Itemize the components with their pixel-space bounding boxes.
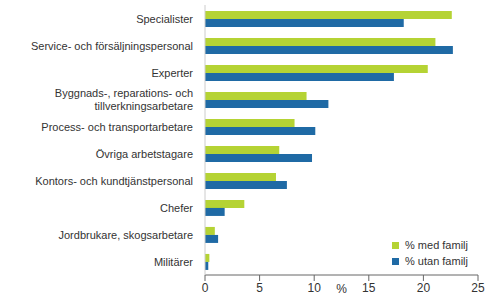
- svg-text:5: 5: [256, 281, 263, 295]
- svg-text:10: 10: [308, 281, 322, 295]
- svg-text:Övriga arbetstagare: Övriga arbetstagare: [96, 148, 193, 160]
- svg-text:Militärer: Militärer: [154, 256, 193, 268]
- svg-text:Jordbrukare, skogsarbetare: Jordbrukare, skogsarbetare: [58, 229, 193, 241]
- svg-text:0: 0: [202, 281, 209, 295]
- svg-text:Experter: Experter: [151, 67, 193, 79]
- svg-text:20: 20: [417, 281, 431, 295]
- svg-text:Process- och transportarbetare: Process- och transportarbetare: [41, 121, 193, 133]
- svg-text:Specialister: Specialister: [136, 13, 193, 25]
- html-text:% utan familj: % utan familj: [405, 255, 468, 267]
- svg-text:25: 25: [471, 281, 483, 295]
- svg-text:15: 15: [362, 281, 376, 295]
- svg-text:Service- och försäljningsperso: Service- och försäljningspersonal: [31, 40, 193, 52]
- html-text:% med familj: % med familj: [405, 239, 468, 251]
- svg-text:Byggnads-, reparations- ochtil: Byggnads-, reparations- ochtillverknings…: [55, 87, 193, 112]
- svg-text:Kontors- och kundtjänstpersona: Kontors- och kundtjänstpersonal: [35, 175, 193, 187]
- svg-text:%: %: [336, 282, 347, 296]
- svg-text:Chefer: Chefer: [160, 202, 193, 214]
